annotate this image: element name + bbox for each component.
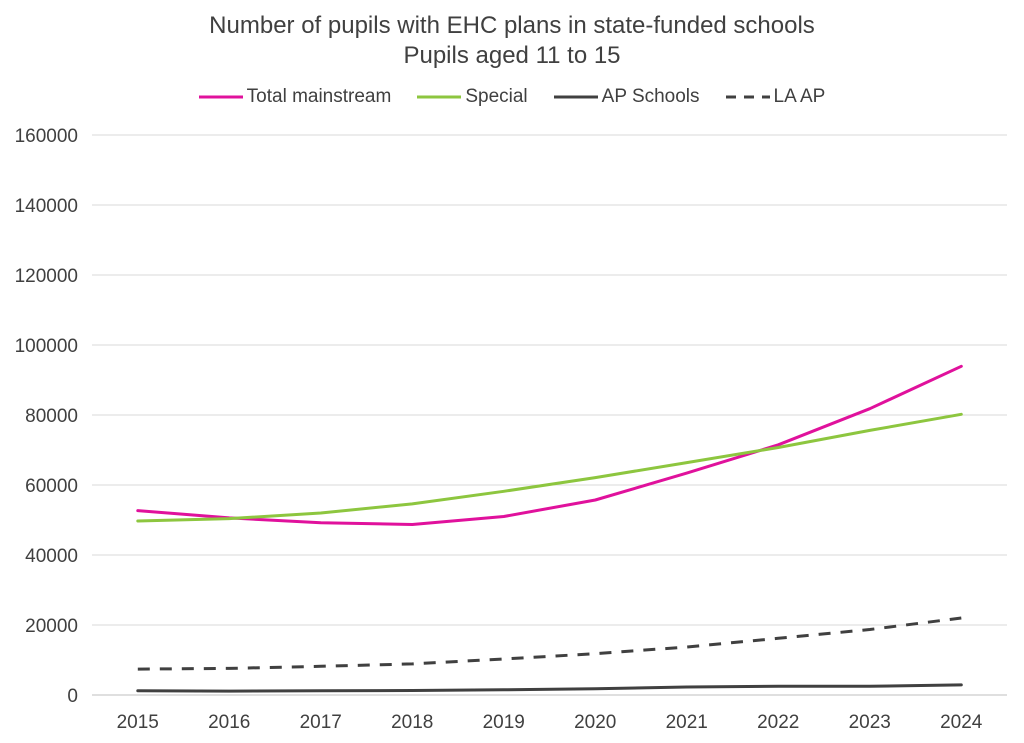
legend-item-la-ap: LA AP [725,86,826,108]
x-tick-label: 2016 [208,712,250,733]
y-tick-label: 100000 [15,336,78,357]
legend-item-ap-schools: AP Schools [553,86,700,108]
y-tick-label: 120000 [15,266,78,287]
chart-subtitle: Pupils aged 11 to 15 [403,42,621,69]
series-line-ap-schools [136,683,963,693]
legend: Total mainstream Special AP Schools LA A… [0,86,1024,108]
y-tick-label: 0 [67,686,78,707]
x-tick-label: 2020 [574,712,616,733]
y-tick-label: 60000 [25,476,78,497]
x-tick-label: 2017 [300,712,342,733]
legend-swatch-ap-schools [553,95,598,99]
x-tick-label: 2019 [483,712,525,733]
x-tick-label: 2015 [117,712,159,733]
legend-label-ap-schools: AP Schools [601,86,700,107]
y-tick-label: 40000 [25,546,78,567]
x-tick-label: 2021 [666,712,708,733]
y-tick-label: 80000 [25,406,78,427]
y-tick-label: 140000 [15,196,78,217]
legend-swatch-la-ap [725,95,770,99]
x-tick-label: 2022 [757,712,799,733]
legend-swatch-special [417,95,462,99]
x-tick-label: 2024 [940,712,983,733]
y-tick-label: 20000 [25,616,78,637]
y-tick-label: 160000 [15,126,78,147]
series-line-la-ap [137,616,962,671]
x-tick-label: 2023 [849,712,891,733]
legend-item-total-mainstream: Total mainstream [198,86,392,108]
series-line-special [136,412,963,523]
chart-title: Number of pupils with EHC plans in state… [209,12,815,39]
legend-label-total-mainstream: Total mainstream [246,86,392,107]
legend-swatch-total-mainstream [198,95,243,99]
series-line-total-mainstream [136,364,963,526]
legend-item-special: Special [417,86,528,108]
legend-label-la-ap: LA AP [773,86,826,107]
x-tick-label: 2018 [391,712,433,733]
legend-label-special: Special [465,86,528,107]
